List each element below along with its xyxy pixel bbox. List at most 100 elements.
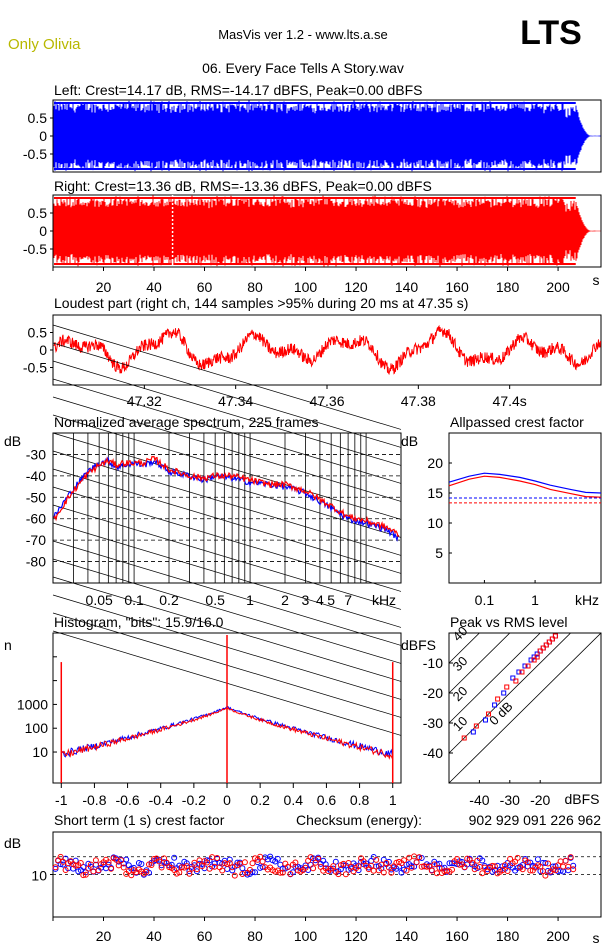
shortterm-point-1 (552, 867, 559, 874)
shortterm-point-0 (252, 869, 258, 876)
shortterm-point-1 (226, 860, 233, 867)
shortterm-point-1 (423, 863, 430, 870)
shortterm-point-1 (259, 858, 266, 865)
spectrum-xunit: kHz (372, 592, 396, 608)
peak-rms-point-right (495, 696, 501, 702)
y-tick-label: 10 (32, 744, 48, 760)
checksum-label: Checksum (energy): (296, 812, 422, 828)
peak-rms-point-right (552, 633, 558, 639)
x-tick-label: -0.6 (116, 792, 140, 808)
shortterm-title: Short term (1 s) crest factor (54, 812, 225, 828)
shortterm-point-1 (284, 863, 291, 870)
peak-rms-point-left (492, 702, 498, 708)
spectrum-ylabel: dB (4, 433, 21, 449)
shortterm-ylabel: dB (4, 835, 21, 851)
peakrms-title: Peak vs RMS level (450, 614, 567, 630)
shortterm-point-1 (199, 863, 205, 870)
shortterm-point-1 (471, 866, 478, 873)
peak-rms-point-left (501, 690, 507, 696)
shortterm-point-1 (565, 863, 572, 870)
shortterm-point-0 (322, 861, 329, 868)
shortterm-point-1 (206, 865, 213, 872)
shortterm-point-1 (562, 857, 569, 864)
peak-rms-point-left (531, 654, 537, 660)
shortterm-point-1 (120, 864, 127, 871)
waveform-trace (53, 195, 601, 267)
shortterm-point-1 (489, 862, 496, 869)
x-tick-label: 160 (445, 279, 469, 295)
shortterm-point-1 (163, 859, 170, 866)
shortterm-point-1 (214, 855, 221, 861)
crest-diag-line (448, 632, 571, 754)
y-tick-label: 0.5 (28, 205, 48, 221)
y-tick-label: 15 (427, 485, 443, 501)
x-tick-label: -0.8 (82, 792, 106, 808)
shortterm-point-0 (226, 856, 233, 863)
crest-diag-label: 10 (450, 713, 471, 734)
y-tick-label: 0 (39, 342, 47, 358)
x-tick-label: 120 (344, 279, 368, 295)
checksum-value: 902 929 091 226 962 (469, 812, 602, 828)
x-tick-label: -0.4 (149, 792, 173, 808)
loudest-title: Loudest part (right ch, 144 samples >95%… (54, 295, 468, 311)
shortterm-point-0 (123, 856, 130, 863)
y-tick-label: -10 (423, 655, 443, 671)
x-tick-label: 120 (344, 928, 368, 944)
shortterm-point-1 (62, 867, 69, 873)
shortterm-point-1 (52, 864, 59, 871)
shortterm-point-1 (108, 865, 115, 872)
shortterm-point-1 (413, 859, 420, 866)
spectrum-curve-left (53, 456, 400, 543)
crest-diag-line (448, 632, 511, 694)
shortterm-point-1 (229, 864, 236, 871)
x-tick-label: 40 (146, 928, 162, 944)
shortterm-point-1 (527, 867, 534, 874)
x-tick-label: 47.34 (218, 393, 253, 409)
x-tick-label: -1 (55, 792, 68, 808)
peak-rms-point-left (534, 651, 540, 657)
shortterm-point-1 (539, 868, 546, 875)
shortterm-point-1 (388, 869, 395, 876)
x-tick-label: 7 (344, 592, 352, 608)
shortterm-point-0 (130, 864, 137, 871)
shortterm-point-1 (436, 864, 443, 871)
x-tick-label: 60 (197, 279, 213, 295)
shortterm-point-1 (491, 863, 498, 870)
y-tick-label: -40 (423, 745, 443, 761)
x-tick-label: 20 (96, 928, 112, 944)
x-tick-label: 0.6 (317, 792, 337, 808)
shortterm-point-1 (519, 866, 526, 873)
x-tick-label: 47.38 (401, 393, 436, 409)
right-channel-plot: 0.5 0 -0.5 20 40 60 80 100 120 140 160 180 200 (23, 194, 602, 295)
shortterm-point-0 (224, 866, 231, 872)
shortterm-point-1 (312, 859, 319, 866)
shortterm-point-1 (219, 867, 226, 874)
crest-diag-line (448, 632, 602, 784)
x-tick-label: 1 (246, 592, 254, 608)
x-tick-label: -20 (530, 792, 550, 808)
spectrum-slope-line (52, 360, 402, 466)
left-channel-plot: 0.5 0 -0.5 (23, 99, 602, 173)
crest-curve-right (448, 475, 602, 498)
x-tick-label: 80 (247, 279, 263, 295)
shortterm-point-1 (158, 864, 165, 871)
peak-rms-point-right (537, 648, 543, 654)
shortterm-point-1 (72, 862, 79, 869)
shortterm-point-1 (524, 859, 531, 866)
shortterm-point-1 (507, 855, 514, 862)
y-tick-label: -20 (423, 685, 443, 701)
peak-rms-point-right (531, 657, 537, 663)
shortterm-point-1 (479, 870, 486, 877)
y-tick-label: 100 (25, 720, 49, 736)
shortterm-point-1 (57, 853, 64, 860)
shortterm-point-1 (156, 858, 163, 865)
shortterm-point-1 (504, 868, 511, 874)
right-xunit: s (593, 272, 600, 288)
y-tick-label: 20 (427, 455, 443, 471)
app-title: MasVis ver 1.2 - www.lts.a.se (218, 27, 388, 42)
shortterm-point-0 (239, 865, 246, 872)
spectrum-slope-line (52, 414, 402, 520)
spectrum-slope-line (52, 504, 402, 610)
